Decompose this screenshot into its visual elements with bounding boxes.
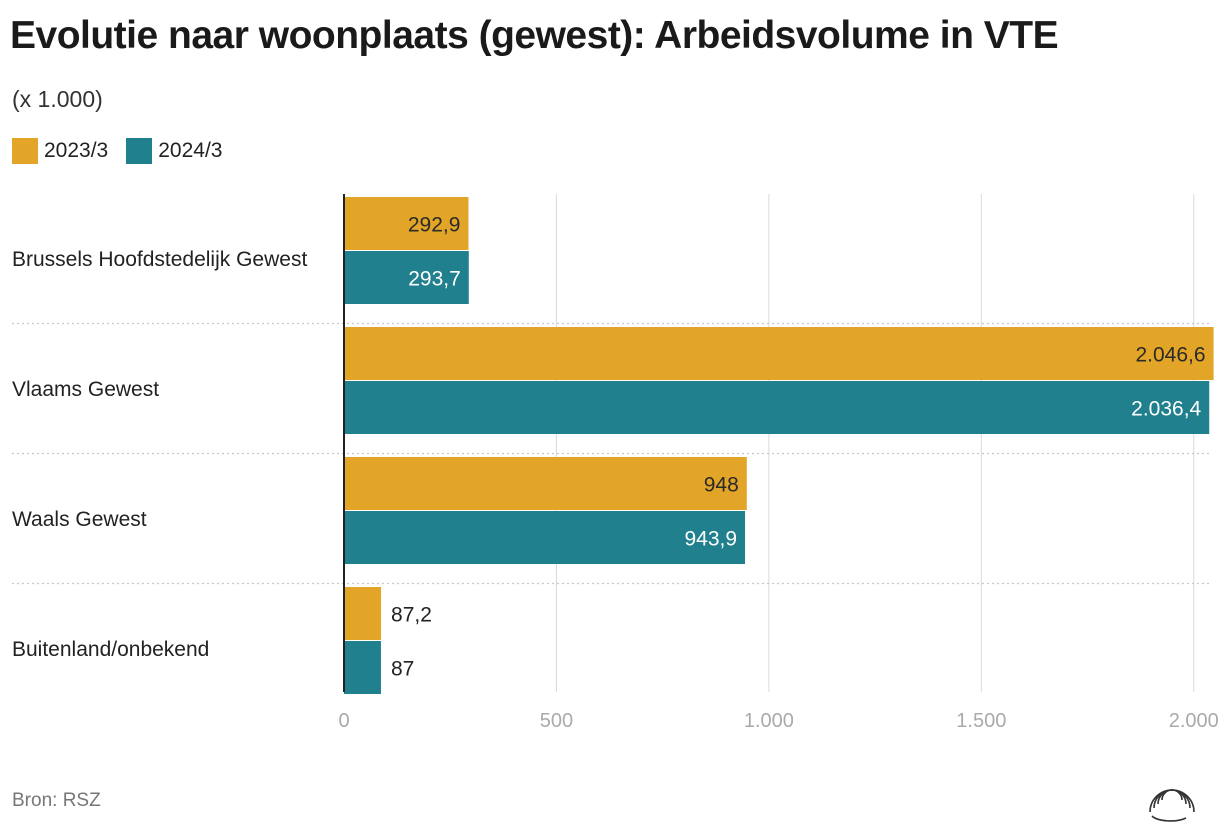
data-label: 943,9 <box>684 528 737 551</box>
bar-1 <box>344 197 469 250</box>
data-label: 2.046,6 <box>1135 344 1205 367</box>
x-tick-label: 1.000 <box>744 710 794 732</box>
bar-2 <box>344 381 1210 434</box>
data-label: 948 <box>704 474 739 497</box>
bar-1 <box>344 457 747 510</box>
legend-swatch-series-2 <box>126 138 153 164</box>
category-label: Buitenland/onbekend <box>12 638 209 661</box>
category-label: Waals Gewest <box>12 508 147 531</box>
bar-2 <box>344 641 381 694</box>
legend-swatch-series-1 <box>12 138 38 164</box>
data-label: 87 <box>391 658 414 681</box>
category-label: Brussels Hoofdstedelijk Gewest <box>12 248 307 271</box>
data-label: 293,7 <box>408 268 461 291</box>
publisher-logo <box>1146 768 1198 829</box>
source-note: Bron: RSZ <box>12 790 101 811</box>
data-label: 292,9 <box>408 214 461 237</box>
data-label: 87,2 <box>391 604 432 627</box>
legend-label-series-2: 2024/3 <box>158 139 223 162</box>
legend-item-series-2: 2024/3 <box>126 138 222 164</box>
x-tick-label: 1.500 <box>956 710 1006 732</box>
bar-2 <box>344 511 746 564</box>
legend: 2023/3 2024/3 <box>12 138 222 164</box>
x-tick-label: 0 <box>338 710 349 732</box>
chart-title: Evolutie naar woonplaats (gewest): Arbei… <box>10 14 1059 57</box>
legend-item-series-1: 2023/3 <box>12 138 108 164</box>
legend-label-series-1: 2023/3 <box>44 139 109 162</box>
x-tick-label: 2.000 <box>1169 710 1219 732</box>
chart-subtitle: (x 1.000) <box>12 86 103 112</box>
data-label: 2.036,4 <box>1131 398 1201 421</box>
bar-2 <box>344 251 469 304</box>
bar-1 <box>344 327 1214 380</box>
category-label: Vlaams Gewest <box>12 378 159 401</box>
bar-1 <box>344 587 382 640</box>
x-tick-label: 500 <box>540 710 573 732</box>
